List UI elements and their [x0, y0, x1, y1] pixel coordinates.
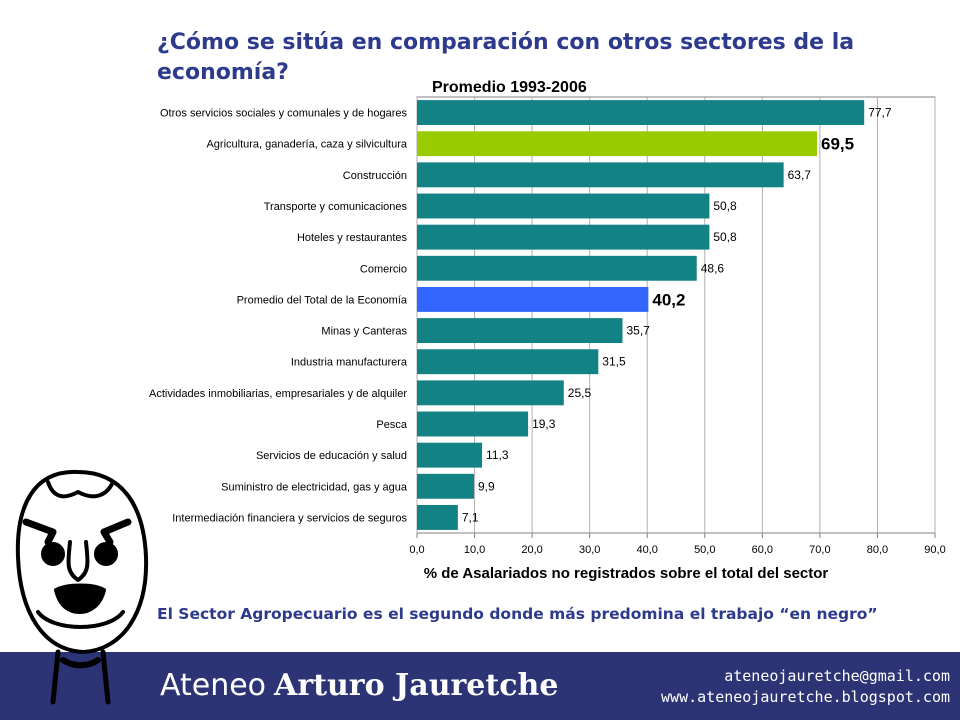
category-label: Minas y Canteras [321, 326, 407, 338]
page-title: ¿Cómo se sitúa en comparación con otros … [157, 30, 855, 85]
value-label: 9,9 [478, 479, 495, 493]
category-label: Industria manufacturera [291, 357, 408, 369]
brand-bold: Arturo Jauretche [274, 668, 559, 703]
x-tick-label: 10,0 [464, 544, 485, 556]
category-label: Hoteles y restaurantes [297, 232, 408, 244]
category-label: Agricultura, ganadería, caza y silvicult… [206, 139, 407, 151]
x-tick-label: 60,0 [752, 544, 773, 556]
value-label: 19,3 [532, 417, 556, 431]
bar [417, 100, 865, 126]
bar [417, 255, 697, 281]
contact-info: ateneojauretche@gmail.com www.ateneojaur… [661, 666, 950, 708]
category-label: Promedio del Total de la Economía [237, 294, 408, 306]
category-label: Intermediación financiera y servicios de… [172, 512, 407, 524]
value-label: 48,6 [701, 261, 725, 275]
value-label: 25,5 [568, 386, 592, 400]
x-tick-label: 90,0 [924, 544, 945, 556]
value-label: 7,1 [462, 510, 479, 524]
brand-name: Ateneo Arturo Jauretche [160, 668, 558, 703]
bar [417, 193, 710, 219]
value-label: 50,8 [713, 199, 737, 213]
bar [417, 131, 818, 157]
x-tick-label: 50,0 [694, 544, 715, 556]
category-label: Suministro de electricidad, gas y agua [221, 481, 408, 493]
category-label: Actividades inmobiliarias, empresariales… [149, 388, 407, 400]
bar [417, 504, 458, 530]
category-label: Construcción [343, 170, 407, 182]
category-label: Servicios de educación y salud [256, 450, 407, 462]
category-label: Otros servicios sociales y comunales y d… [160, 108, 407, 120]
bar [417, 224, 710, 250]
email-link[interactable]: ateneojauretche@gmail.com [724, 667, 950, 685]
footer-banner: Ateneo Arturo Jauretche ateneojauretche@g… [0, 652, 960, 720]
x-tick-label: 30,0 [579, 544, 600, 556]
bar [417, 380, 564, 406]
bar [417, 473, 474, 499]
x-tick-label: 40,0 [637, 544, 658, 556]
bar [417, 349, 599, 375]
x-tick-label: 70,0 [809, 544, 830, 556]
value-label: 69,5 [821, 135, 854, 154]
category-label: Transporte y comunicaciones [264, 201, 408, 213]
category-label: Comercio [360, 263, 407, 275]
value-label: 11,3 [486, 448, 509, 462]
bar-chart: Promedio 1993-2006 0,0 10,0 20,0 30,0 40,0 50,… [149, 79, 946, 582]
x-tick-label: 80,0 [867, 544, 888, 556]
bar [417, 318, 623, 344]
brand-light: Ateneo [160, 668, 267, 703]
x-axis-label: % de Asalariados no registrados sobre el… [424, 565, 829, 582]
bar [417, 286, 649, 312]
caricature-illustration [15, 469, 149, 705]
x-tick-label: 0,0 [409, 544, 424, 556]
chart-title: Promedio 1993-2006 [432, 79, 587, 96]
value-label: 50,8 [713, 230, 737, 244]
bar [417, 442, 483, 468]
bar [417, 162, 784, 188]
website-link[interactable]: www.ateneojauretche.blogspot.com [661, 688, 950, 706]
value-label: 63,7 [788, 168, 812, 182]
category-label: Pesca [376, 419, 407, 431]
value-label: 40,2 [652, 290, 685, 309]
caption-text: El Sector Agropecuario es el segundo don… [157, 605, 878, 623]
x-tick-label: 20,0 [521, 544, 542, 556]
value-label: 31,5 [602, 355, 626, 369]
bar [417, 411, 529, 437]
value-label: 35,7 [626, 324, 650, 338]
value-label: 77,7 [868, 106, 892, 120]
